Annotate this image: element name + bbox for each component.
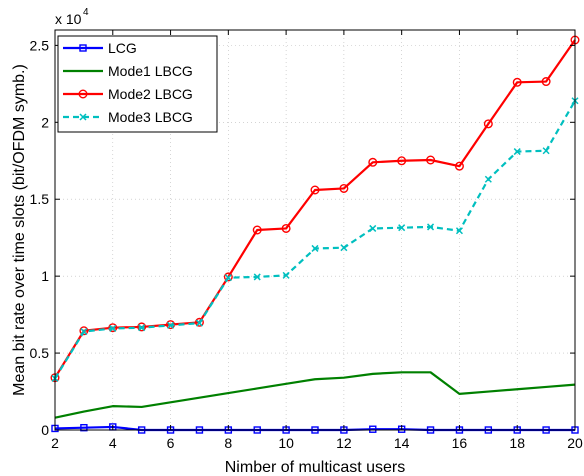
data-point-mode2-lbcg — [339, 183, 349, 193]
data-point-lcg — [369, 425, 377, 433]
series-line-mode3-lbcg — [54, 100, 576, 380]
data-point-mode3-lbcg — [542, 147, 550, 155]
data-point-mode3-lbcg — [369, 224, 377, 232]
legend-item-mode3-lbcg: Mode3 LBCG — [63, 109, 193, 125]
x-tick-label: 2 — [51, 435, 59, 451]
data-point-mode2-lbcg — [310, 185, 320, 195]
series-mode1-lbcg — [54, 371, 576, 419]
data-point-mode2-lbcg — [281, 223, 291, 233]
legend-item-mode2-lbcg: Mode2 LBCG — [63, 86, 193, 102]
legend-marker-lcg — [79, 44, 87, 52]
data-point-mode3-lbcg — [224, 274, 232, 282]
data-point-mode3-lbcg — [340, 244, 348, 252]
x-tick-label: 8 — [224, 435, 232, 451]
data-point-mode3-lbcg — [195, 319, 203, 327]
data-point-mode3-lbcg — [311, 244, 319, 252]
data-point-mode2-lbcg — [483, 119, 493, 129]
data-point-mode3-lbcg — [484, 175, 492, 183]
y-tick-label: 0.5 — [30, 345, 50, 361]
legend-marker-mode3-lbcg — [79, 113, 87, 121]
data-point-mode3-lbcg — [253, 273, 261, 281]
x-axis-label: Nimber of multicast users — [225, 459, 406, 476]
ticks: 2 4 6 8 10 12 14 16 18 20 0 0.5 1 1.5 2 2.5 — [30, 30, 583, 451]
data-point-mode3-lbcg — [513, 148, 521, 156]
y-tick-label: 2 — [41, 114, 49, 130]
y-tick-label: 1 — [41, 268, 49, 284]
legend-label-mode3-lbcg: Mode3 LBCG — [108, 109, 193, 125]
x-tick-label: 10 — [278, 435, 294, 451]
data-point-mode3-lbcg — [167, 321, 175, 329]
data-point-mode2-lbcg — [541, 77, 551, 87]
legend-item-lcg: LCG — [63, 40, 137, 56]
data-point-mode2-lbcg — [252, 225, 262, 235]
data-point-mode2-lbcg — [397, 156, 407, 166]
data-point-mode3-lbcg — [138, 324, 146, 332]
y-axis-label: Mean bit rate over time slots (bit/OFDM … — [11, 64, 28, 396]
plot-area-frame — [54, 29, 576, 431]
series-line-mode1-lbcg — [54, 371, 576, 419]
data-point-mode3-lbcg — [80, 328, 88, 336]
y-tick-label: 2.5 — [30, 37, 50, 53]
data-point-mode2-lbcg — [137, 322, 147, 332]
data-point-mode3-lbcg — [427, 223, 435, 231]
x-tick-label: 12 — [336, 435, 352, 451]
y-tick-label: 1.5 — [30, 191, 50, 207]
data-point-mode3-lbcg — [455, 227, 463, 235]
series-mode3-lbcg — [51, 97, 579, 382]
data-point-mode3-lbcg — [398, 224, 406, 232]
x-tick-label: 6 — [167, 435, 175, 451]
x-tick-label: 18 — [509, 435, 525, 451]
data-point-mode2-lbcg — [79, 326, 89, 336]
data-point-mode2-lbcg — [223, 272, 233, 282]
data-point-mode2-lbcg — [108, 323, 118, 333]
legend-item-mode1-lbcg: Mode1 LBCG — [63, 63, 193, 79]
legend-items: LCG Mode1 LBCG Mode2 LBCG Mode3 LBCG — [63, 40, 193, 125]
data-point-mode2-lbcg — [368, 157, 378, 167]
y-tick-label: 0 — [41, 422, 49, 438]
legend-label-mode2-lbcg: Mode2 LBCG — [108, 86, 193, 102]
data-point-mode2-lbcg — [426, 155, 436, 165]
data-point-mode3-lbcg — [109, 324, 117, 332]
data-point-mode3-lbcg — [282, 271, 290, 279]
series-lcg — [51, 423, 579, 434]
data-point-mode2-lbcg — [194, 317, 204, 327]
x-tick-label: 4 — [109, 435, 117, 451]
legend: LCG Mode1 LBCG Mode2 LBCG Mode3 LBCG — [57, 35, 218, 133]
data-point-mode2-lbcg — [512, 77, 522, 87]
x-tick-label: 20 — [567, 435, 583, 451]
legend-label-mode1-lbcg: Mode1 LBCG — [108, 63, 193, 79]
y-multiplier-label: x 10 — [55, 11, 82, 27]
data-point-lcg — [80, 423, 88, 432]
data-point-mode2-lbcg — [454, 161, 464, 171]
legend-label-lcg: LCG — [108, 40, 137, 56]
y-multiplier-exponent: 4 — [83, 7, 89, 18]
legend-marker-mode2-lbcg — [78, 89, 88, 99]
x-tick-label: 14 — [394, 435, 410, 451]
x-tick-label: 16 — [452, 435, 468, 451]
